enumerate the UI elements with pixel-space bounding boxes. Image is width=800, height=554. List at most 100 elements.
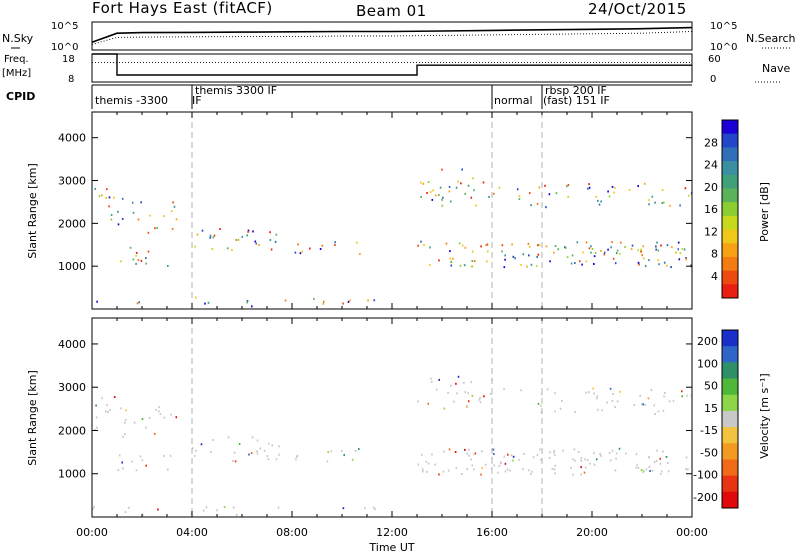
echo-cell [661, 470, 663, 473]
colorbar-swatch [722, 475, 738, 493]
echo-cell [256, 452, 259, 455]
echo-cell [636, 463, 639, 466]
echo-cell [223, 506, 226, 508]
x-tick-label: 00:00 [676, 526, 708, 539]
noise-series-line [91, 26, 693, 43]
echo-cell [372, 506, 375, 509]
echo-cell [571, 254, 574, 257]
echo-cell [584, 458, 586, 461]
echo-cell [421, 468, 424, 471]
echo-cell [687, 468, 689, 471]
echo-cell [453, 400, 455, 403]
x-tick-label: 04:00 [176, 526, 208, 539]
cpid-sub-label: (fast) 151 IF [543, 94, 610, 107]
echo-cell [472, 177, 474, 180]
echo-cell [170, 210, 173, 213]
echo-cell [426, 470, 428, 473]
echo-cell [507, 453, 509, 456]
echo-cell [527, 242, 530, 245]
echo-cell [678, 258, 681, 261]
echo-cell [192, 447, 194, 450]
echo-cell [205, 506, 208, 509]
echo-cell [101, 397, 103, 400]
echo-cell [238, 443, 241, 445]
echo-cell [138, 301, 141, 304]
echo-cell [309, 247, 311, 250]
echo-cell [498, 186, 501, 189]
echo-cell [322, 302, 325, 305]
echo-cell [642, 470, 645, 472]
y-tick-label: 1000 [58, 260, 86, 273]
echo-cell [274, 240, 277, 243]
echo-cell [685, 456, 688, 459]
echo-cell [660, 244, 662, 247]
echo-cell [454, 451, 457, 453]
echo-cell [481, 467, 483, 470]
echo-cell [271, 444, 273, 447]
echo-cell [537, 402, 540, 405]
echo-cell [648, 203, 650, 206]
echo-cell [256, 450, 258, 453]
echo-cell [95, 416, 98, 419]
velocity-panel: 1000 2000 3000 4000 Slant Range [km] 200 100… [26, 317, 771, 518]
cpid-segment-label: rbsp 200 IF [545, 84, 607, 97]
echo-cell [595, 195, 597, 198]
echo-cell [204, 302, 206, 305]
echo-cell [464, 192, 466, 195]
echo-cell [608, 451, 611, 454]
colorbar-swatch [722, 174, 738, 189]
echo-cell [619, 390, 622, 393]
echo-cell [538, 243, 541, 246]
echo-cell [479, 396, 481, 399]
echo-cell [589, 462, 591, 465]
echo-cell [429, 246, 431, 249]
echo-cell [461, 244, 464, 247]
echo-cell [255, 242, 258, 245]
echo-cell [628, 188, 631, 191]
echo-cell [555, 192, 558, 195]
echo-cell [582, 251, 584, 254]
echo-cell [464, 246, 467, 249]
echo-cell [456, 392, 458, 395]
echo-cell [522, 468, 524, 471]
echo-cell [540, 393, 543, 396]
echo-cell [269, 239, 272, 241]
echo-cell [537, 253, 540, 256]
echo-cell [658, 263, 660, 266]
power-panel: 1000 2000 3000 4000 Slant Range [km] 4 8 12 16… [26, 111, 771, 310]
echo-cell [209, 234, 212, 237]
echo-cell [473, 189, 475, 192]
echo-cell [648, 465, 651, 468]
echo-cell [580, 466, 582, 469]
colorbar-swatch [722, 188, 738, 203]
echo-cell [580, 473, 582, 476]
echo-cell [447, 469, 450, 472]
echo-cell [124, 433, 126, 436]
echo-cell [263, 449, 266, 452]
echo-cell [270, 248, 273, 251]
echo-cell [641, 254, 643, 257]
echo-cell [650, 388, 653, 391]
station-title: Fort Hays East (fitACF) [92, 0, 273, 17]
frequency-panel-frame [91, 53, 693, 83]
echo-cell [120, 260, 122, 263]
colorbar-swatch [722, 362, 738, 380]
echo-cell [122, 435, 124, 438]
echo-cell [427, 181, 430, 183]
echo-cell [595, 458, 598, 461]
echo-cell [599, 249, 602, 252]
echo-cell [501, 250, 503, 253]
echo-cell [275, 458, 278, 461]
echo-cell [256, 439, 259, 442]
echo-cell [122, 467, 124, 470]
echo-cell [544, 184, 546, 187]
echo-cell [471, 250, 474, 253]
echo-cell [441, 198, 443, 201]
echo-cell [349, 299, 351, 302]
echo-cell [342, 507, 345, 510]
echo-cell [201, 229, 204, 232]
echo-cell [574, 459, 576, 462]
cpid-panel: themis -3300 themis 3300 IF IF normal rb… [91, 84, 692, 109]
echo-cell [643, 257, 645, 260]
noise-series-line [91, 31, 693, 45]
